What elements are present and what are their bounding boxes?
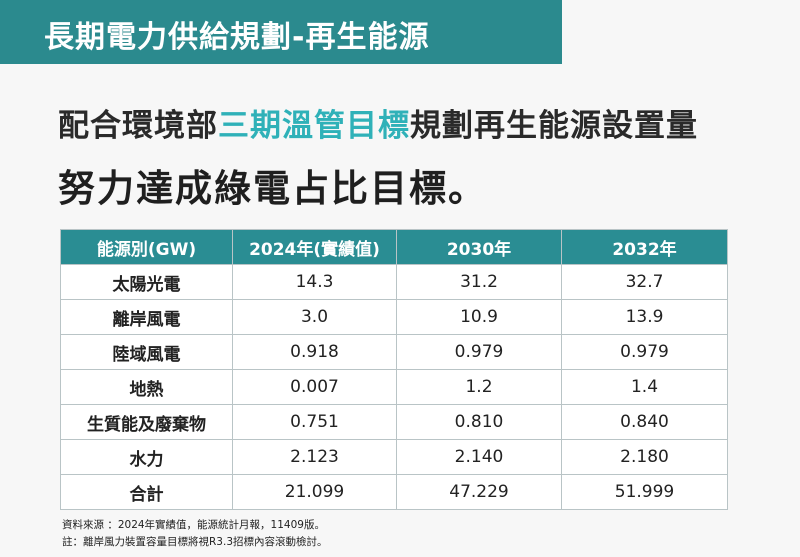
row-header: 水力 <box>60 439 233 475</box>
table-cell: 32.7 <box>561 264 728 300</box>
table-cell: 0.751 <box>232 404 397 440</box>
row-header: 太陽光電 <box>60 264 233 300</box>
table-cell: 0.979 <box>561 334 728 370</box>
table-row: 合計 21.099 47.229 51.999 <box>60 474 728 510</box>
table-cell: 2.123 <box>232 439 397 475</box>
table-cell: 2.140 <box>396 439 562 475</box>
table-cell: 1.4 <box>561 369 728 405</box>
table-cell: 2.180 <box>561 439 728 475</box>
header-row: 能源別(GW) 2024年(實績值) 2030年 2032年 <box>60 229 728 265</box>
row-header: 合計 <box>60 474 233 510</box>
table-cell: 51.999 <box>561 474 728 510</box>
table-cell: 0.840 <box>561 404 728 440</box>
table-row: 離岸風電 3.0 10.9 13.9 <box>60 299 728 335</box>
column-header: 2024年(實績值) <box>232 229 397 265</box>
table-row: 太陽光電 14.3 31.2 32.7 <box>60 264 728 300</box>
table-row: 生質能及廢棄物 0.751 0.810 0.840 <box>60 404 728 440</box>
table-row: 陸域風電 0.918 0.979 0.979 <box>60 334 728 370</box>
column-header: 能源別(GW) <box>60 229 233 265</box>
column-header: 2032年 <box>561 229 728 265</box>
table-cell: 21.099 <box>232 474 397 510</box>
title: 長期電力供給規劃-再生能源 <box>44 20 430 55</box>
table-cell: 47.229 <box>396 474 562 510</box>
note: 註：離岸風力裝置容量目標將視R3.3招標內容滾動檢討。 <box>62 536 328 548</box>
headline-text: 規劃再生能源設置量 <box>410 108 698 144</box>
row-header: 離岸風電 <box>60 299 233 335</box>
table-row: 地熱 0.007 1.2 1.4 <box>60 369 728 405</box>
table-cell: 0.810 <box>396 404 562 440</box>
table-row: 水力 2.123 2.140 2.180 <box>60 439 728 475</box>
row-header: 地熱 <box>60 369 233 405</box>
row-header: 陸域風電 <box>60 334 233 370</box>
row-header: 生質能及廢棄物 <box>60 404 233 440</box>
table-cell: 1.2 <box>396 369 562 405</box>
headline-highlight: 三期溫管目標 <box>218 108 410 144</box>
table-cell: 3.0 <box>232 299 397 335</box>
column-header: 2030年 <box>396 229 562 265</box>
table-cell: 14.3 <box>232 264 397 300</box>
header-bar <box>0 0 562 64</box>
table-cell: 31.2 <box>396 264 562 300</box>
table-cell: 0.979 <box>396 334 562 370</box>
headline-text: 配合環境部 <box>58 108 218 144</box>
table-body: 太陽光電 14.3 31.2 32.7 離岸風電 3.0 10.9 13.9 陸域風電 0.918… <box>60 264 728 510</box>
table: 能源別(GW) 2024年(實績值) 2030年 2032年 太陽光電 14.3 31.2… <box>60 229 728 510</box>
headline: 配合環境部三期溫管目標規劃再生能源設置量 <box>58 100 698 145</box>
table-cell: 10.9 <box>396 299 562 335</box>
headline: 努力達成綠電占比目標。 <box>58 167 487 210</box>
table-cell: 0.007 <box>232 369 397 405</box>
table-cell: 13.9 <box>561 299 728 335</box>
note: 資料來源 ：2024年實績值，能源統計月報，11409版。 <box>62 519 325 531</box>
table-cell: 0.918 <box>232 334 397 370</box>
